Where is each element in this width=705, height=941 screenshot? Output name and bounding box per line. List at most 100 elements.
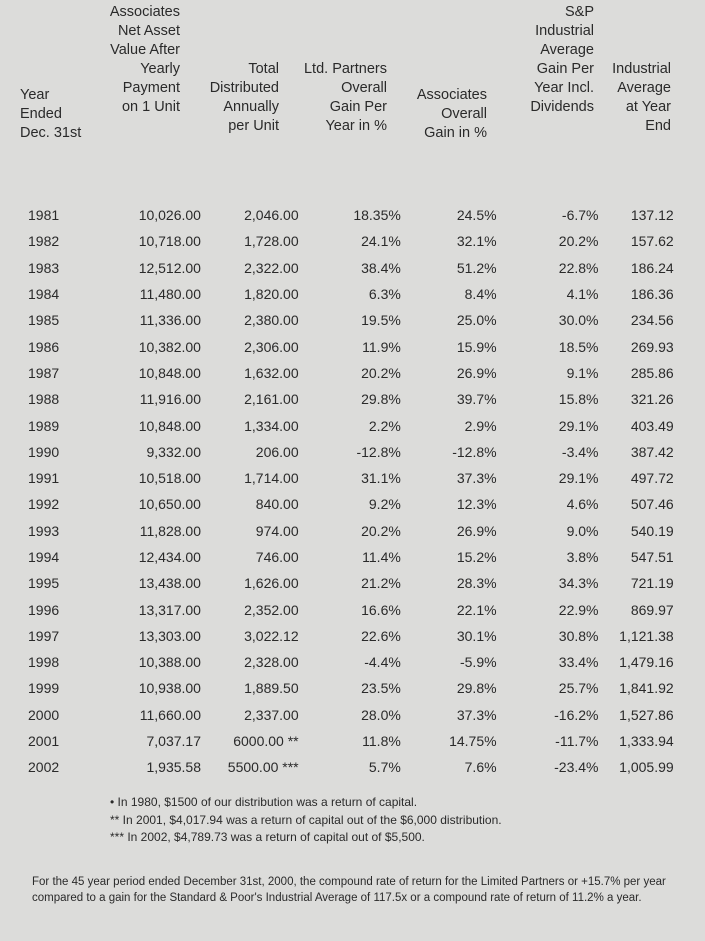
cell-industrial-average: 285.86: [630, 364, 674, 381]
table-row: 1987 10,848.00 1,632.00 20.2% 26.9% 9.1%…: [0, 360, 705, 386]
header-associates-gain: Associates Overall Gain in %: [417, 86, 487, 143]
cell-associates-gain: 51.2%: [456, 259, 497, 276]
table-row: 1983 12,512.00 2,322.00 38.4% 51.2% 22.8…: [0, 255, 705, 281]
cell-net-asset-value: 11,916.00: [139, 391, 201, 408]
cell-partners-gain: 2.2%: [368, 417, 401, 434]
header-line: Gain Per: [329, 99, 387, 115]
cell-spacer: [674, 202, 705, 228]
cell-distributed: 2,337.00: [244, 706, 299, 723]
header-line: Associates: [109, 4, 180, 20]
cell-spacer: [674, 412, 705, 438]
cell-partners-gain: 38.4%: [361, 259, 401, 276]
cell-sp-gain: 9.1%: [566, 364, 599, 381]
cell-associates-gain: 22.1%: [456, 601, 497, 618]
cell-net-asset-value: 12,512.00: [138, 259, 201, 276]
table-row: 1993 11,828.00 974.00 20.2% 26.9% 9.0% 5…: [0, 518, 705, 544]
cell-associates-gain: 8.4%: [464, 286, 497, 303]
cell-year: 1991: [28, 470, 60, 487]
cell-distributed: 6000.00 **: [233, 733, 299, 750]
header-line: Associates: [416, 87, 487, 103]
cell-sp-gain: 3.8%: [566, 549, 599, 565]
cell-year: 1987: [28, 364, 60, 381]
cell-year: 1981: [28, 207, 60, 224]
header-line: Ltd. Partners: [303, 61, 387, 77]
cell-net-asset-value: 10,388.00: [138, 654, 201, 671]
cell-net-asset-value: 13,303.00: [138, 627, 201, 644]
cell-associates-gain: 15.2%: [456, 549, 497, 565]
cell-associates-gain: 26.9%: [456, 364, 497, 381]
cell-distributed: 5500.00 ***: [227, 759, 299, 776]
header-industrial-average: Industrial Average at Year End: [612, 60, 671, 136]
cell-sp-gain: 4.1%: [566, 286, 599, 303]
cell-associates-gain: 24.5%: [456, 207, 497, 224]
header-year: Year Ended Dec. 31st: [20, 86, 81, 143]
cell-sp-gain: 20.2%: [558, 233, 599, 250]
cell-net-asset-value: 10,848.00: [138, 364, 201, 381]
cell-year: 1992: [28, 496, 60, 513]
cell-year: 1996: [28, 601, 60, 618]
cell-net-asset-value: 9,332.00: [146, 443, 201, 460]
header-line: Distributed: [209, 80, 279, 96]
header-line: S&P: [564, 4, 594, 20]
header-line: Average: [617, 80, 671, 96]
table-row: 1984 11,480.00 1,820.00 6.3% 8.4% 4.1% 1…: [0, 281, 705, 307]
cell-year: 1995: [28, 575, 60, 592]
footnotes: • In 1980, $1500 of our distribution was…: [110, 794, 502, 847]
cell-year: 2000: [28, 706, 60, 723]
table-row: 2001 7,037.17 6000.00 ** 11.8% 14.75% -1…: [0, 728, 705, 754]
cell-distributed: 1,334.00: [244, 417, 299, 434]
header-line: Net Asset: [117, 23, 180, 39]
cell-partners-gain: 24.1%: [361, 233, 401, 250]
cell-industrial-average: 869.97: [630, 601, 674, 618]
header-line: Ended: [20, 106, 62, 122]
cell-associates-gain: 30.1%: [456, 627, 497, 644]
cell-sp-gain: 29.1%: [558, 470, 599, 487]
cell-distributed: 1,714.00: [244, 470, 299, 487]
cell-year: 2001: [28, 733, 60, 750]
header-net-asset-value: Associates Net Asset Value After Yearly …: [110, 3, 180, 117]
cell-partners-gain: 31.1%: [361, 470, 401, 487]
cell-partners-gain: -4.4%: [364, 654, 401, 671]
cell-distributed: 746.00: [255, 549, 299, 565]
cell-industrial-average: 507.46: [630, 496, 674, 513]
cell-year: 2002: [28, 759, 60, 776]
cell-partners-gain: 22.6%: [361, 627, 401, 644]
table-row: 1988 11,916.00 2,161.00 29.8% 39.7% 15.8…: [0, 386, 705, 412]
cell-distributed: 2,352.00: [244, 601, 299, 618]
table-row: 1981 10,026.00 2,046.00 18.35% 24.5% -6.…: [0, 202, 705, 228]
header-line: Year: [20, 87, 50, 103]
cell-year: 1990: [28, 443, 60, 460]
cell-year: 1982: [28, 233, 60, 250]
cell-net-asset-value: 7,037.17: [146, 733, 201, 750]
cell-distributed: 1,889.50: [244, 680, 299, 697]
header-sp-gain: S&P Industrial Average Gain Per Year Inc…: [530, 3, 594, 117]
table-body: 1981 10,026.00 2,046.00 18.35% 24.5% -6.…: [0, 202, 705, 781]
cell-associates-gain: 37.3%: [456, 706, 497, 723]
cell-associates-gain: 39.7%: [456, 391, 497, 408]
header-line: Yearly: [140, 61, 180, 77]
cell-associates-gain: 2.9%: [464, 417, 497, 434]
cell-partners-gain: 9.2%: [368, 496, 401, 513]
cell-net-asset-value: 13,438.00: [138, 575, 201, 592]
cell-partners-gain: 23.5%: [361, 680, 401, 697]
cell-partners-gain: 6.3%: [368, 286, 401, 303]
cell-year: 1993: [28, 522, 60, 539]
table-row: 1996 13,317.00 2,352.00 16.6% 22.1% 22.9…: [0, 596, 705, 622]
header-line: Gain Per: [536, 61, 594, 77]
cell-year: 1994: [28, 549, 60, 565]
header-line: Annually: [223, 99, 279, 115]
table-row: 2000 11,660.00 2,337.00 28.0% 37.3% -16.…: [0, 702, 705, 728]
cell-sp-gain: -23.4%: [554, 759, 599, 776]
cell-distributed: 2,306.00: [244, 338, 299, 355]
footnote-1980: • In 1980, $1500 of our distribution was…: [110, 795, 418, 809]
cell-spacer: [674, 281, 705, 307]
table-row: 1986 10,382.00 2,306.00 11.9% 15.9% 18.5…: [0, 333, 705, 359]
cell-partners-gain: 5.7%: [368, 759, 401, 776]
cell-spacer: [674, 623, 705, 649]
cell-year: 1985: [28, 312, 60, 329]
cell-industrial-average: 721.19: [630, 575, 674, 592]
cell-industrial-average: 1,479.16: [619, 654, 674, 671]
cell-net-asset-value: 13,317.00: [138, 601, 201, 618]
header-line: Year Incl.: [534, 80, 594, 96]
header-line: Gain in %: [424, 125, 487, 141]
